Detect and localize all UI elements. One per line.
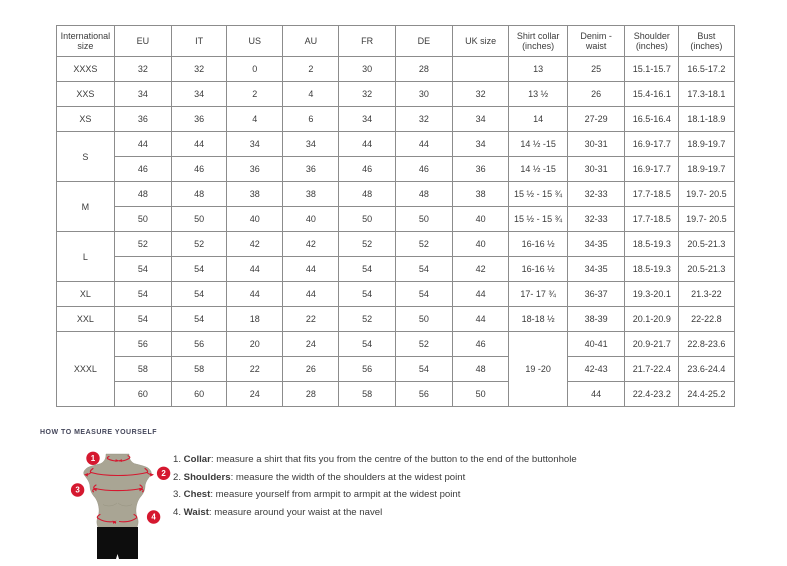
svg-text:2: 2 <box>161 469 166 478</box>
svg-text:3: 3 <box>75 486 80 495</box>
svg-text:1: 1 <box>91 454 96 463</box>
svg-text:4: 4 <box>151 513 156 522</box>
